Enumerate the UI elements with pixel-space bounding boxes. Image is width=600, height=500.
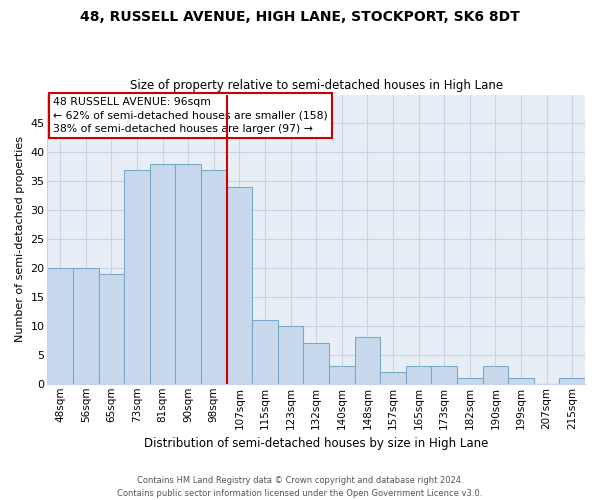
Bar <box>227 187 252 384</box>
Bar <box>201 170 227 384</box>
Bar <box>431 366 457 384</box>
Bar <box>175 164 201 384</box>
Bar <box>355 338 380 384</box>
Bar <box>508 378 534 384</box>
Bar <box>329 366 355 384</box>
Bar <box>150 164 175 384</box>
Bar <box>380 372 406 384</box>
Title: Size of property relative to semi-detached houses in High Lane: Size of property relative to semi-detach… <box>130 79 503 92</box>
Bar <box>278 326 304 384</box>
Text: 48 RUSSELL AVENUE: 96sqm
← 62% of semi-detached houses are smaller (158)
38% of : 48 RUSSELL AVENUE: 96sqm ← 62% of semi-d… <box>53 98 328 134</box>
Y-axis label: Number of semi-detached properties: Number of semi-detached properties <box>15 136 25 342</box>
X-axis label: Distribution of semi-detached houses by size in High Lane: Distribution of semi-detached houses by … <box>144 437 488 450</box>
Text: 48, RUSSELL AVENUE, HIGH LANE, STOCKPORT, SK6 8DT: 48, RUSSELL AVENUE, HIGH LANE, STOCKPORT… <box>80 10 520 24</box>
Bar <box>98 274 124 384</box>
Bar <box>124 170 150 384</box>
Bar <box>304 344 329 384</box>
Bar <box>73 268 98 384</box>
Bar <box>457 378 482 384</box>
Bar <box>406 366 431 384</box>
Text: Contains HM Land Registry data © Crown copyright and database right 2024.
Contai: Contains HM Land Registry data © Crown c… <box>118 476 482 498</box>
Bar <box>559 378 585 384</box>
Bar <box>252 320 278 384</box>
Bar <box>482 366 508 384</box>
Bar <box>47 268 73 384</box>
